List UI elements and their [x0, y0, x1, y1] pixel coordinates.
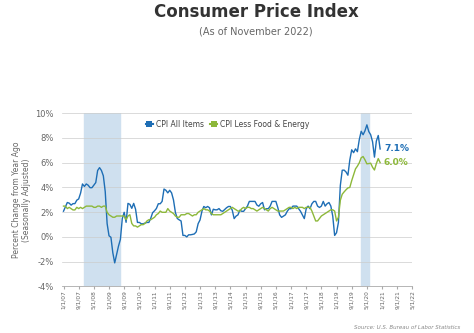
Legend: CPI All Items, CPI Less Food & Energy: CPI All Items, CPI Less Food & Energy: [143, 117, 312, 132]
Y-axis label: Percent Change from Year Ago
(Seasonally Adjusted): Percent Change from Year Ago (Seasonally…: [12, 142, 31, 258]
Text: 6.0%: 6.0%: [384, 158, 409, 167]
Text: Consumer Price Index: Consumer Price Index: [154, 3, 358, 21]
Bar: [361, 113, 369, 286]
Text: Source: U.S. Bureau of Labor Statistics: Source: U.S. Bureau of Labor Statistics: [354, 325, 460, 330]
Text: 7.1%: 7.1%: [384, 145, 409, 154]
Bar: [84, 113, 120, 286]
Text: (As of November 2022): (As of November 2022): [199, 27, 313, 37]
